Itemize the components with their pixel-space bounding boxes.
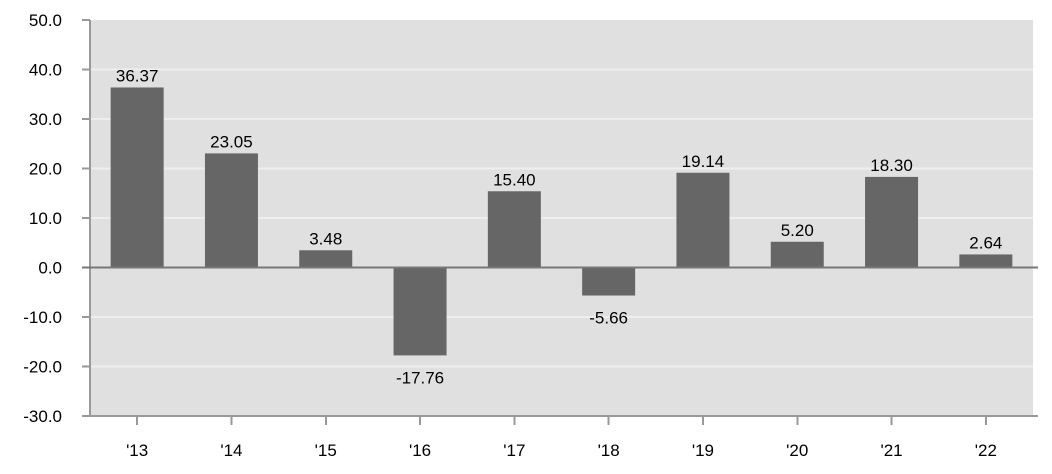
y-tick-label: 10.0 — [29, 209, 62, 228]
x-tick-label: '18 — [598, 441, 620, 460]
x-tick-label: '21 — [880, 441, 902, 460]
x-tick-label: '20 — [786, 441, 808, 460]
value-label: 15.40 — [493, 170, 536, 189]
value-label: 18.30 — [870, 156, 913, 175]
bar — [393, 267, 447, 356]
bar — [770, 241, 824, 268]
value-label: 2.64 — [969, 233, 1002, 252]
y-tick-label: -30.0 — [23, 407, 62, 426]
value-label: 19.14 — [682, 152, 725, 171]
x-tick-label: '14 — [220, 441, 242, 460]
x-tick-label: '13 — [126, 441, 148, 460]
bar — [299, 250, 353, 268]
y-tick-label: 20.0 — [29, 160, 62, 179]
value-label: 36.37 — [116, 66, 159, 85]
x-tick-label: '17 — [503, 441, 525, 460]
bar — [959, 254, 1013, 268]
y-tick-label: -10.0 — [23, 308, 62, 327]
bar — [582, 267, 636, 296]
x-tick-label: '15 — [315, 441, 337, 460]
x-tick-label: '19 — [692, 441, 714, 460]
y-tick-label: 40.0 — [29, 61, 62, 80]
bar — [487, 191, 541, 268]
value-label: -5.66 — [589, 309, 628, 328]
bar — [110, 87, 164, 268]
x-tick-label: '22 — [975, 441, 997, 460]
y-tick-label: 0.0 — [38, 259, 62, 278]
y-tick-label: 30.0 — [29, 110, 62, 129]
bar — [865, 176, 919, 268]
x-tick-label: '16 — [409, 441, 431, 460]
y-tick-label: -20.0 — [23, 358, 62, 377]
bar — [676, 172, 730, 268]
value-label: 3.48 — [309, 229, 342, 248]
value-label: -17.76 — [396, 368, 444, 387]
value-label: 23.05 — [210, 132, 253, 151]
value-label: 5.20 — [781, 221, 814, 240]
bar — [204, 153, 258, 268]
y-tick-label: 50.0 — [29, 11, 62, 30]
